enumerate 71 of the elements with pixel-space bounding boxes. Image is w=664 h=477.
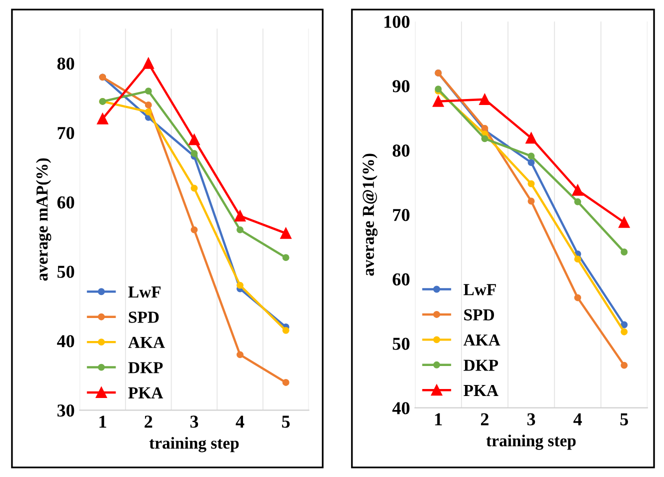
legend-label: AKA [463,334,500,346]
point [142,58,154,69]
point [528,198,535,205]
legend-label: DKP [128,362,163,374]
point [188,134,200,146]
point [97,113,108,124]
x-axis-title: training step [486,434,576,450]
point [574,256,582,263]
legend-label: SPD [464,309,494,320]
point [620,362,628,369]
point [526,132,537,144]
x-tick-label: 1 [100,416,106,428]
point [236,226,244,234]
point [620,321,628,328]
point [620,248,628,256]
point [572,184,584,196]
point [144,108,152,116]
point [282,254,290,262]
legend-label: SPD [128,312,159,323]
point [234,210,246,222]
point [190,150,198,157]
point [479,94,490,105]
y-axis-title: average R@1(%) [362,154,378,276]
point [528,152,535,160]
legend-label: AKA [128,336,165,348]
legend-label: LwF [128,286,161,298]
legend-label: DKP [464,360,498,371]
y-tick-label: 70 [58,126,74,140]
y-tick-label: 30 [57,404,74,417]
y-tick-label: 60 [57,196,74,209]
y-tick-label: 60 [392,273,410,286]
x-tick-label: 3 [527,413,536,426]
point [481,135,488,142]
point [574,198,582,206]
x-tick-label: 3 [190,416,198,428]
y-tick-label: 50 [392,338,410,350]
point [190,184,198,192]
y-tick-label: 40 [392,402,410,414]
legend-label: PKA [128,387,164,398]
point [618,216,630,228]
x-tick-label: 4 [573,413,582,426]
point [236,351,244,358]
legend-label: LwF [464,284,496,296]
point [528,159,535,166]
y-tick-label: 80 [57,58,74,70]
point [432,96,444,107]
legend-label: PKA [464,384,498,396]
x-tick-label: 5 [620,413,628,426]
y-tick-label: 70 [393,208,410,222]
point [144,88,152,95]
x-tick-label: 4 [236,416,244,428]
point [144,101,152,108]
x-axis-title: training step [149,437,239,452]
y-axis-title: average mAP(%) [36,158,52,281]
point [236,282,244,289]
y-tick-label: 40 [57,335,74,348]
point [282,326,290,334]
point [620,328,628,336]
point [190,226,198,234]
x-tick-label: 2 [144,416,152,428]
x-tick-label: 1 [435,413,442,426]
point [574,294,582,302]
point [280,228,292,239]
point [528,180,535,188]
x-tick-label: 5 [282,416,290,428]
y-tick-label: 90 [392,80,410,92]
y-tick-label: 50 [57,266,74,278]
y-tick-label: 100 [384,16,410,28]
x-tick-label: 2 [480,413,488,426]
y-tick-label: 80 [392,144,410,157]
point [282,378,290,386]
